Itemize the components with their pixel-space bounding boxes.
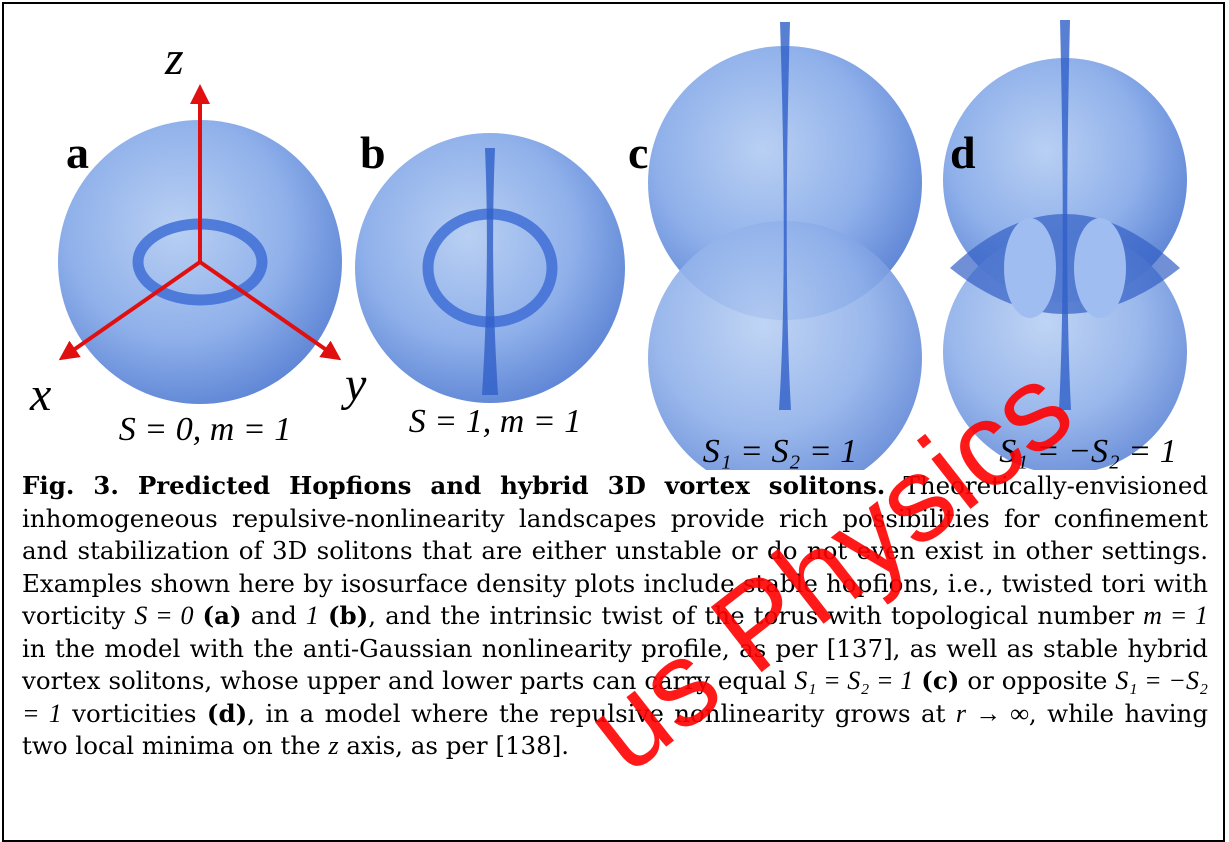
vortex-line — [779, 22, 791, 410]
caption-text: , while having two local minima on the — [22, 698, 1208, 761]
caption-text: or opposite — [959, 666, 1116, 695]
caption-bold: Fig. 3. Predicted Hopfions and hybrid 3D… — [22, 471, 886, 500]
caption-bold: (b) — [327, 601, 369, 630]
caption-text: vorticities — [61, 698, 207, 728]
vortex-line — [1059, 20, 1071, 410]
caption-math: m = 1 — [1143, 601, 1209, 630]
caption-bold: (c) — [921, 666, 960, 695]
formula: S₁ = −S₂ = 1 — [999, 433, 1176, 470]
formula: S = 1, m = 1 — [409, 403, 581, 440]
caption-math: r → ∞ — [955, 698, 1029, 728]
x-axis — [58, 260, 202, 361]
caption-text: in the model with the anti-Gaussian nonl… — [22, 633, 1208, 696]
hole — [1074, 218, 1126, 318]
y-axis — [198, 260, 342, 361]
figure: a b c d z x y S = 0, m = 1 S = 1, m = 1 … — [29, 20, 1187, 470]
caption-text: , in a model where the repulsive nonline… — [247, 698, 956, 728]
formula: S₁ = S₂ = 1 — [703, 433, 858, 470]
caption-math: z — [328, 731, 339, 760]
axis-label: z — [164, 32, 184, 85]
caption-math: S₁ = S₂ = 1 — [794, 666, 914, 695]
caption-text — [319, 601, 328, 630]
caption-math: 1 — [305, 601, 319, 630]
caption-bold: (a) — [202, 601, 242, 630]
axis-label: y — [340, 358, 367, 411]
panel-label: c — [628, 127, 648, 178]
caption-text — [193, 601, 202, 630]
caption-math: S₁ = −S₂ = 1 — [22, 666, 1208, 728]
caption: Fig. 3. Predicted Hopfions and hybrid 3D… — [22, 470, 1208, 763]
caption-bold: (d) — [206, 698, 248, 728]
caption-text: Theoretically-envisioned inhomogeneous r… — [22, 471, 1208, 630]
panel-label: a — [66, 127, 89, 178]
caption-text: axis, as per [138]. — [338, 731, 570, 760]
formula: S = 0, m = 1 — [119, 411, 291, 448]
panel-label: b — [360, 127, 386, 178]
panel-label: d — [950, 127, 976, 178]
axis-label: x — [29, 368, 51, 421]
caption-text: , and the intrinsic twist of the torus w… — [368, 601, 1144, 630]
caption-text: and — [241, 601, 306, 630]
vortex-line — [482, 148, 498, 395]
hole — [1004, 218, 1056, 318]
caption-math: S = 0 — [134, 601, 194, 630]
